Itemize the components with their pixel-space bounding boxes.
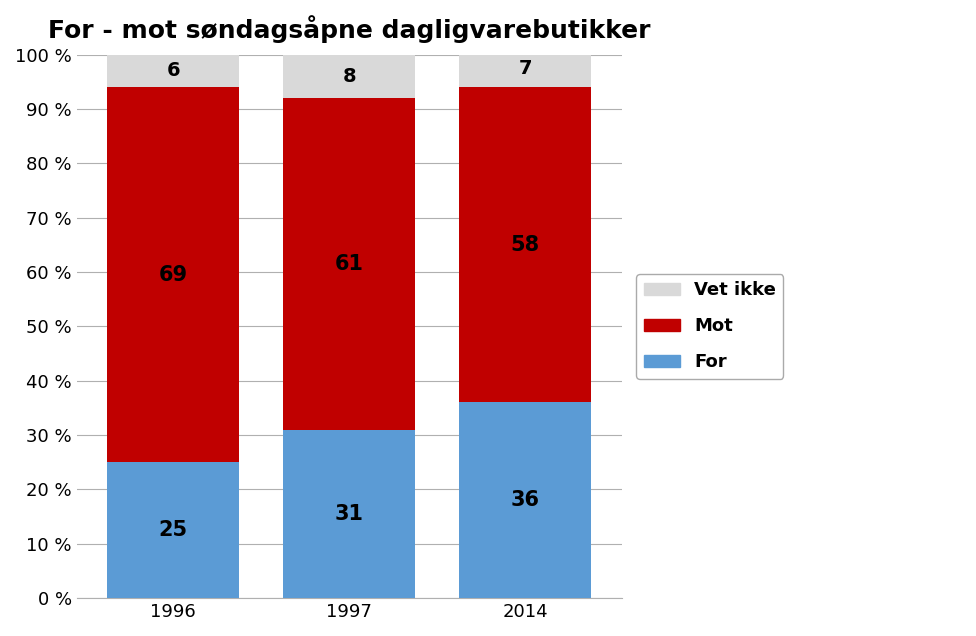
Text: 8: 8 bbox=[343, 67, 356, 86]
Bar bbox=[107, 87, 239, 462]
Text: 58: 58 bbox=[510, 235, 540, 255]
Bar bbox=[283, 98, 415, 430]
Text: 69: 69 bbox=[159, 265, 188, 285]
Text: 25: 25 bbox=[159, 520, 188, 540]
Title: For - mot søndagsåpne dagligvarebutikker: For - mot søndagsåpne dagligvarebutikker bbox=[48, 15, 650, 43]
Bar bbox=[107, 462, 239, 598]
Bar bbox=[459, 49, 591, 87]
Bar bbox=[107, 55, 239, 87]
Text: 31: 31 bbox=[335, 504, 364, 524]
Text: 6: 6 bbox=[167, 61, 181, 80]
Bar bbox=[283, 55, 415, 98]
Text: 36: 36 bbox=[510, 490, 540, 510]
Bar bbox=[283, 430, 415, 598]
Legend: Vet ikke, Mot, For: Vet ikke, Mot, For bbox=[636, 274, 783, 378]
Bar bbox=[459, 87, 591, 403]
Bar bbox=[459, 403, 591, 598]
Text: 7: 7 bbox=[518, 59, 532, 78]
Text: 61: 61 bbox=[335, 254, 364, 274]
